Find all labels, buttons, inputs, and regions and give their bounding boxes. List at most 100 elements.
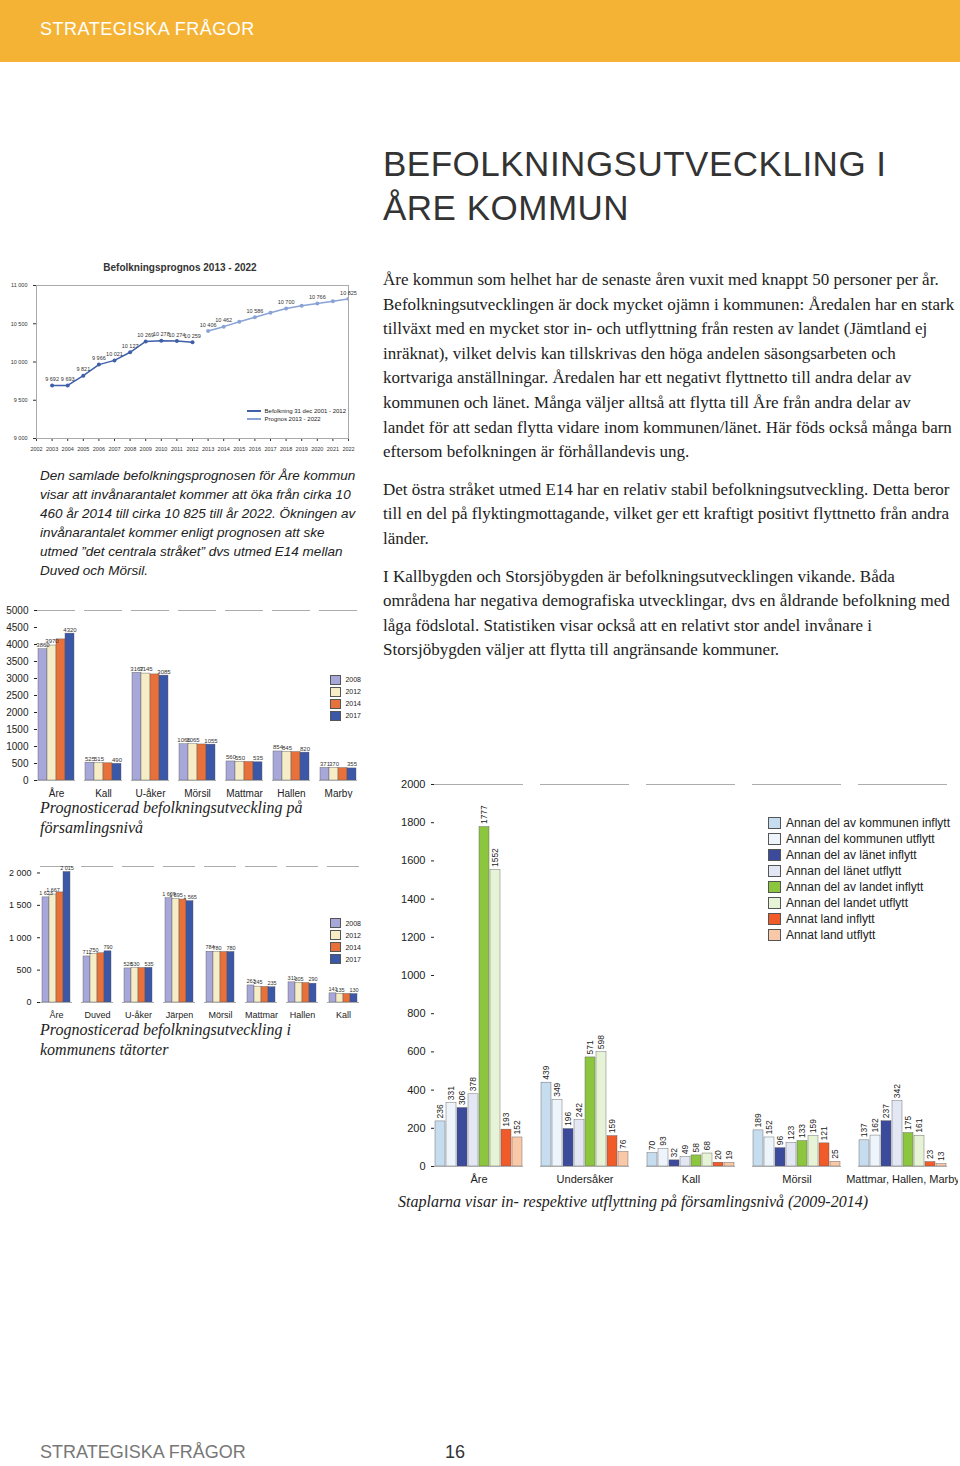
svg-text:2 015: 2 015 [60, 865, 74, 871]
svg-text:1400: 1400 [401, 893, 425, 905]
svg-text:571: 571 [585, 1040, 595, 1054]
svg-text:5000: 5000 [6, 605, 29, 616]
svg-text:130: 130 [349, 987, 358, 993]
svg-text:10 021: 10 021 [106, 351, 123, 357]
svg-text:3000: 3000 [6, 673, 29, 684]
svg-text:400: 400 [407, 1084, 425, 1096]
svg-text:1 000: 1 000 [9, 933, 32, 943]
svg-text:820: 820 [300, 746, 311, 752]
svg-text:2010: 2010 [155, 446, 167, 452]
svg-text:1 500: 1 500 [9, 900, 32, 910]
svg-text:331: 331 [446, 1086, 456, 1100]
svg-text:Kall: Kall [336, 1010, 351, 1020]
svg-text:9 693: 9 693 [61, 376, 75, 382]
svg-text:600: 600 [407, 1045, 425, 1057]
svg-text:237: 237 [881, 1104, 891, 1118]
svg-text:490: 490 [112, 757, 123, 763]
svg-text:70: 70 [647, 1140, 657, 1150]
svg-text:2006: 2006 [93, 446, 105, 452]
svg-text:550: 550 [235, 755, 246, 761]
svg-text:2016: 2016 [249, 446, 261, 452]
svg-text:1 565: 1 565 [183, 894, 197, 900]
svg-text:196: 196 [563, 1112, 573, 1126]
svg-text:93: 93 [658, 1136, 668, 1146]
svg-text:1065: 1065 [186, 737, 200, 743]
svg-text:2018: 2018 [280, 446, 292, 452]
svg-text:3085: 3085 [157, 669, 171, 675]
svg-text:1 667: 1 667 [46, 887, 60, 893]
svg-text:152: 152 [512, 1120, 522, 1134]
svg-text:439: 439 [541, 1065, 551, 1079]
svg-text:Mattmar: Mattmar [245, 1010, 278, 1020]
svg-text:58: 58 [691, 1143, 701, 1153]
svg-text:598: 598 [596, 1035, 606, 1049]
svg-text:Åre: Åre [49, 1010, 63, 1020]
svg-text:10 274: 10 274 [168, 332, 185, 338]
svg-text:780: 780 [226, 945, 235, 951]
svg-text:200: 200 [407, 1122, 425, 1134]
svg-text:Kall: Kall [95, 788, 112, 798]
svg-text:2 000: 2 000 [9, 868, 32, 878]
svg-text:2003: 2003 [46, 446, 58, 452]
svg-text:10 127: 10 127 [122, 343, 139, 349]
svg-text:1600: 1600 [401, 854, 425, 866]
svg-text:Järpen: Järpen [166, 1010, 194, 1020]
svg-text:2013: 2013 [202, 446, 214, 452]
svg-text:1 595: 1 595 [169, 892, 183, 898]
svg-text:Mörsil: Mörsil [782, 1173, 811, 1185]
svg-text:2000: 2000 [6, 707, 29, 718]
svg-text:1000: 1000 [401, 969, 425, 981]
svg-text:9 000: 9 000 [14, 435, 28, 441]
svg-text:1500: 1500 [6, 724, 29, 735]
svg-text:1800: 1800 [401, 816, 425, 828]
svg-text:349: 349 [552, 1082, 562, 1096]
svg-text:Hallen: Hallen [290, 1010, 316, 1020]
svg-text:3145: 3145 [139, 666, 153, 672]
svg-text:370: 370 [329, 761, 340, 767]
svg-text:10 462: 10 462 [215, 317, 232, 323]
svg-text:68: 68 [702, 1141, 712, 1151]
svg-text:290: 290 [308, 976, 317, 982]
svg-text:U-åker: U-åker [125, 1010, 152, 1020]
svg-text:2004: 2004 [62, 446, 74, 452]
svg-text:1777: 1777 [479, 805, 489, 824]
svg-text:2009: 2009 [140, 446, 152, 452]
svg-text:1552: 1552 [490, 848, 500, 867]
svg-text:535: 535 [144, 961, 153, 967]
svg-text:161: 161 [914, 1118, 924, 1132]
svg-text:159: 159 [808, 1119, 818, 1133]
svg-text:9 966: 9 966 [92, 355, 106, 361]
svg-text:2019: 2019 [296, 446, 308, 452]
svg-text:0: 0 [23, 775, 29, 786]
svg-text:4500: 4500 [6, 622, 29, 633]
svg-text:Undersåker: Undersåker [557, 1173, 614, 1185]
svg-text:0: 0 [26, 997, 31, 1007]
svg-text:236: 236 [435, 1104, 445, 1118]
svg-text:20: 20 [713, 1150, 723, 1160]
svg-text:Mattmar: Mattmar [226, 788, 263, 798]
svg-text:133: 133 [797, 1124, 807, 1138]
svg-text:2000: 2000 [401, 778, 425, 790]
svg-text:10 586: 10 586 [246, 308, 263, 314]
svg-text:10 259: 10 259 [184, 333, 201, 339]
svg-text:2011: 2011 [171, 446, 183, 452]
svg-text:Mattmar, Hallen, Marby: Mattmar, Hallen, Marby [846, 1173, 958, 1185]
svg-text:790: 790 [103, 944, 112, 950]
svg-text:342: 342 [892, 1084, 902, 1098]
svg-text:780: 780 [212, 945, 221, 951]
svg-text:96: 96 [775, 1135, 785, 1145]
svg-text:2022: 2022 [342, 446, 354, 452]
svg-text:4000: 4000 [6, 639, 29, 650]
svg-text:Mörsil: Mörsil [209, 1010, 233, 1020]
svg-text:137: 137 [859, 1123, 869, 1137]
svg-text:Mörsil: Mörsil [184, 788, 211, 798]
svg-text:750: 750 [89, 947, 98, 953]
svg-text:23: 23 [925, 1149, 935, 1159]
svg-text:355: 355 [347, 761, 358, 767]
svg-text:2500: 2500 [6, 690, 29, 701]
svg-text:0: 0 [419, 1160, 425, 1172]
svg-text:10 278: 10 278 [153, 331, 170, 337]
svg-text:2005: 2005 [77, 446, 89, 452]
svg-text:515: 515 [94, 756, 105, 762]
svg-text:10 000: 10 000 [11, 359, 28, 365]
